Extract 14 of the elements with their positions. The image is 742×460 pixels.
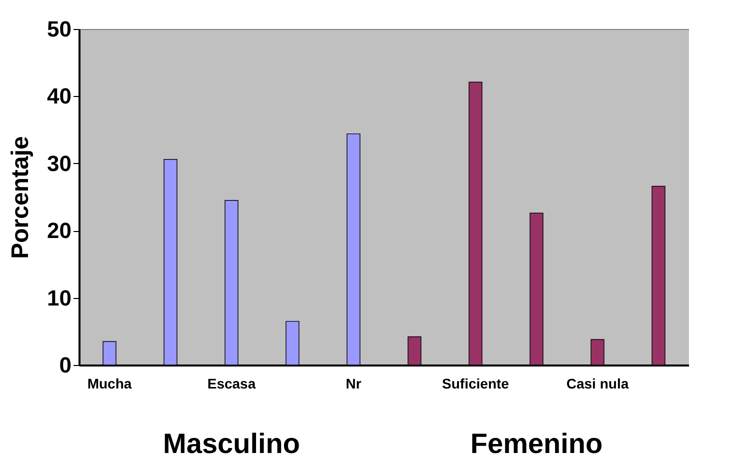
y-tick-label: 20 (47, 218, 72, 244)
x-tick-label: Escasa (207, 376, 256, 392)
text: Femenino (470, 428, 603, 459)
text: Masculino (163, 428, 300, 459)
y-tick-label: 0 (59, 352, 72, 378)
y-tick-label: 40 (47, 84, 72, 109)
x-tick-label: Mucha (87, 376, 132, 392)
y-tick-label: 30 (47, 150, 72, 176)
y-tick-label: 10 (47, 285, 72, 310)
x-tick-label: Casi nula (566, 376, 629, 392)
x-tick-label: Nr (346, 376, 362, 392)
x-tick-label: Suficiente (442, 376, 510, 392)
y-axis-title: Porcentaje (7, 136, 34, 259)
y-tick-label: 50 (47, 16, 72, 42)
